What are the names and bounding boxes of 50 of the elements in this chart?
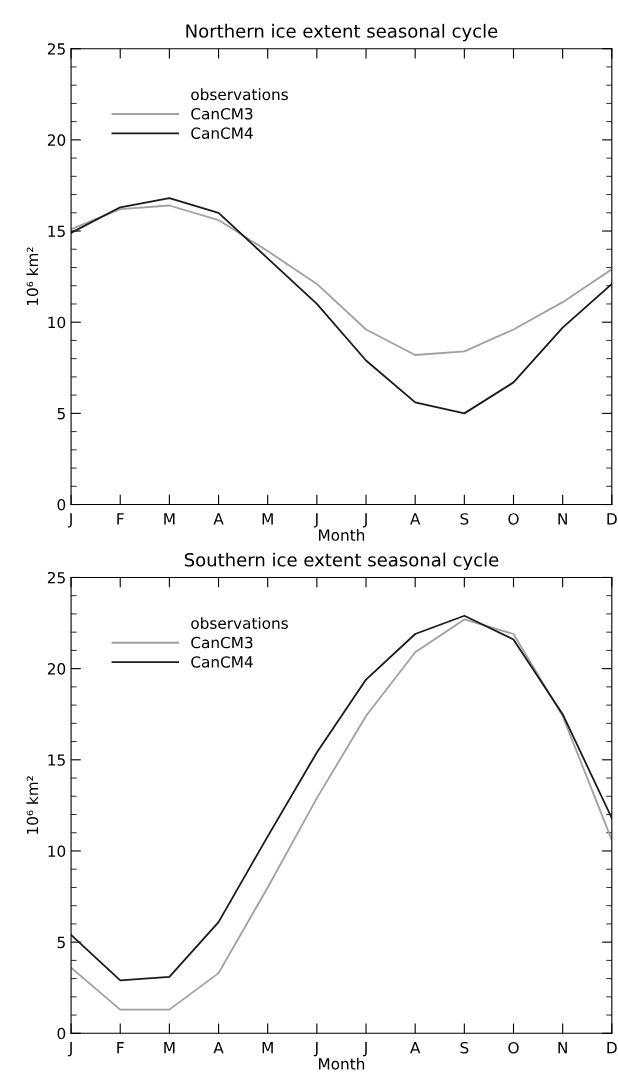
chart-title: Southern ice extent seasonal cycle	[184, 552, 499, 571]
y-tick-label: 0	[57, 499, 66, 511]
x-tick-label: J	[68, 1042, 72, 1057]
x-tick-label: M	[262, 1042, 273, 1054]
x-tick-label: N	[558, 513, 567, 525]
text: observations	[191, 617, 288, 629]
legend-label: CanCM3	[191, 108, 253, 120]
y-tick-label: 5	[57, 408, 65, 420]
x-tick-label: O	[508, 1041, 519, 1054]
y-tick-label: 20	[47, 134, 66, 146]
x-tick-label: F	[117, 513, 124, 525]
y-tick-label: 15	[48, 225, 65, 238]
legend-label: CanCM4	[191, 127, 253, 139]
x-tick-label: J	[313, 513, 318, 528]
y-tick-label: 0	[57, 1027, 66, 1040]
x-tick-label: S	[460, 1041, 469, 1054]
x-tick-label: A	[213, 513, 224, 525]
x-tick-label: A	[410, 513, 421, 525]
x-tick-label: M	[164, 513, 175, 525]
x-tick-label: M	[164, 1042, 175, 1054]
text: observations	[191, 88, 288, 101]
y-tick-label: 20	[47, 663, 66, 675]
x-tick-label: J	[68, 513, 72, 528]
x-tick-label: D	[607, 513, 617, 525]
x-tick-label: A	[410, 1042, 421, 1054]
line-series	[71, 197, 612, 415]
y-tick-label: 25	[47, 43, 65, 55]
y-axis-title: 10⁶ km²	[26, 776, 39, 834]
x-tick-label: J	[362, 513, 367, 528]
y-tick-label: 10	[48, 316, 66, 329]
x-tick-label: O	[508, 513, 519, 525]
y-axis-title: 10⁶ km²	[26, 247, 39, 306]
legend-label: CanCM4	[191, 656, 253, 668]
x-tick-label: S	[460, 513, 469, 525]
line-series	[71, 204, 612, 356]
chart-title: Northern ice extent seasonal cycle	[186, 23, 498, 42]
x-tick-label: F	[117, 1042, 124, 1054]
x-tick-label: D	[607, 1042, 617, 1054]
y-tick-label: 5	[57, 936, 65, 949]
x-tick-label: J	[362, 1042, 367, 1057]
y-tick-label: 15	[48, 754, 65, 766]
x-tick-label: N	[558, 1042, 567, 1054]
x-tick-label: A	[213, 1042, 224, 1054]
x-axis-title: Month	[319, 529, 365, 541]
y-tick-label: 10	[48, 845, 66, 857]
x-axis-title: Month	[319, 1057, 365, 1070]
y-tick-label: 25	[47, 571, 65, 584]
x-tick-label: J	[313, 1042, 318, 1057]
x-tick-label: M	[262, 513, 273, 525]
legend-label: CanCM3	[191, 636, 253, 649]
